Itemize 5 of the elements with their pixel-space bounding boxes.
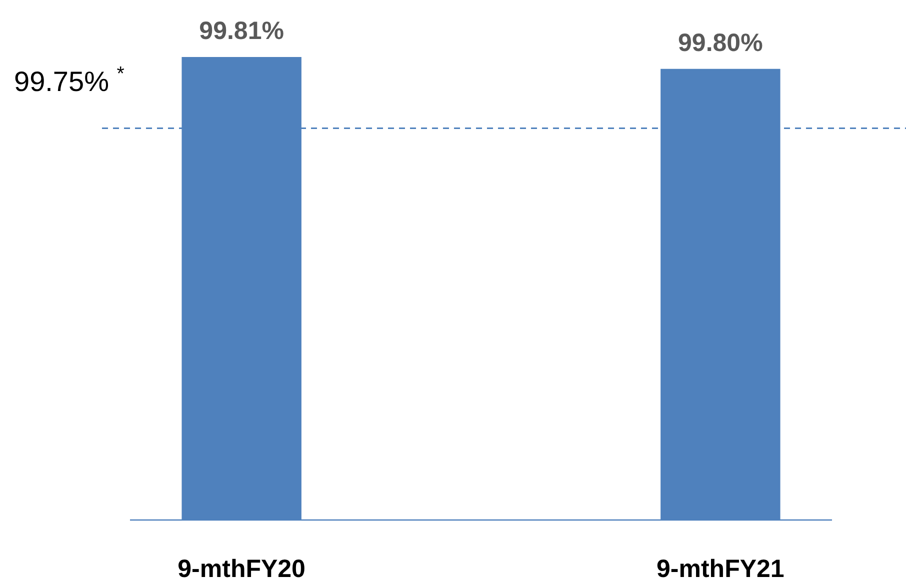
data-label: 99.80% [678, 28, 763, 57]
ref-line-label: 99.75% $^{*}$ [14, 63, 125, 97]
x-tick-label: 9-mthFY21 [656, 555, 784, 583]
x-tick-label: 9-mthFY20 [178, 555, 306, 583]
data-label: 99.81% [199, 17, 284, 45]
